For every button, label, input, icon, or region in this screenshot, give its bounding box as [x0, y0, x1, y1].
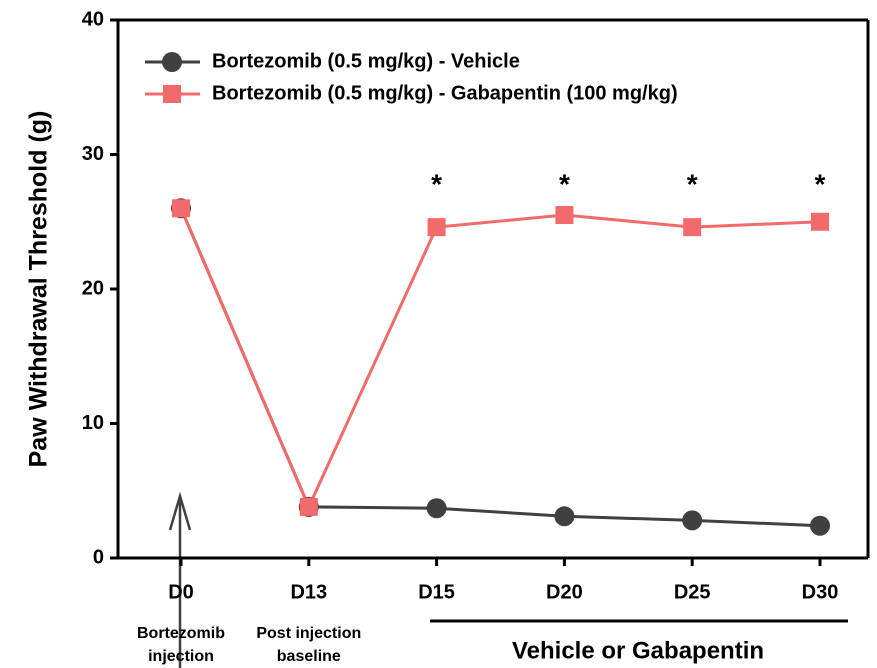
- series-line: [179, 207, 821, 511]
- marker: [426, 498, 447, 519]
- phase-label: baseline: [277, 648, 341, 665]
- x-tick-label: D0: [168, 581, 194, 603]
- y-tick-label: 30: [82, 143, 104, 165]
- marker: [172, 199, 190, 218]
- legend-marker: [162, 52, 182, 72]
- marker: [299, 497, 318, 516]
- marker: [810, 515, 830, 536]
- x-tick-label: D25: [674, 581, 711, 603]
- significance-mark: *: [431, 168, 442, 199]
- phase-label: Bortezomib: [137, 625, 225, 642]
- significance-mark: *: [559, 168, 570, 199]
- y-tick-label: 10: [82, 412, 104, 434]
- treatment-label: Vehicle or Gabapentin: [512, 637, 764, 664]
- legend-label: Bortezomib (0.5 mg/kg) - Vehicle: [212, 50, 520, 72]
- legend-label: Bortezomib (0.5 mg/kg) - Gabapentin (100…: [212, 82, 678, 104]
- x-tick-label: D30: [802, 581, 839, 603]
- y-tick-label: 40: [82, 8, 104, 30]
- y-tick-label: 0: [93, 546, 104, 568]
- legend-marker: [163, 85, 181, 103]
- marker: [682, 510, 703, 531]
- significance-mark: *: [687, 168, 698, 199]
- injection-arrowhead: [168, 491, 192, 531]
- y-axis-label: Paw Withdrawal Threshold (g): [25, 111, 53, 468]
- y-tick-label: 20: [82, 277, 104, 299]
- marker: [427, 218, 446, 237]
- x-tick-label: D13: [290, 581, 327, 603]
- marker: [554, 506, 575, 527]
- x-tick-label: D15: [418, 581, 455, 603]
- marker: [811, 212, 829, 231]
- x-tick-label: D20: [546, 581, 583, 603]
- phase-label: injection: [148, 648, 214, 665]
- phase-label: Post injection: [256, 625, 361, 642]
- significance-mark: *: [815, 168, 826, 199]
- series-line: [179, 207, 821, 528]
- marker: [555, 206, 574, 225]
- marker: [683, 218, 702, 237]
